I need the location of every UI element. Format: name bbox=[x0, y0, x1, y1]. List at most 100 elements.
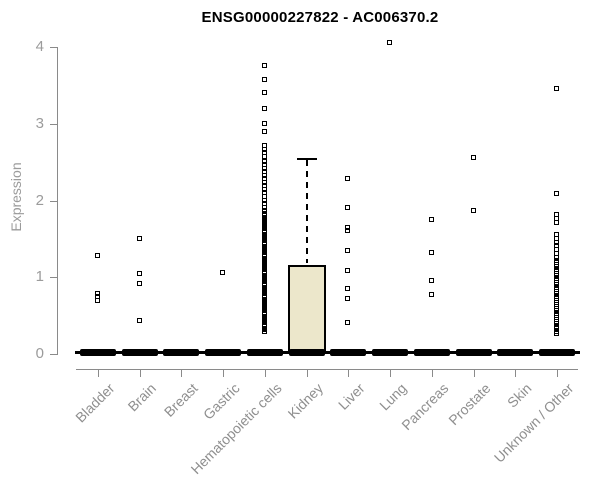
data-point bbox=[262, 198, 267, 203]
data-point bbox=[95, 291, 100, 296]
data-point bbox=[262, 173, 267, 178]
data-point bbox=[554, 264, 559, 269]
data-point bbox=[262, 77, 267, 82]
data-point bbox=[137, 236, 142, 241]
data-point bbox=[387, 40, 392, 45]
data-point bbox=[137, 271, 142, 276]
data-point bbox=[262, 129, 267, 134]
data-point bbox=[429, 292, 434, 297]
x-tick bbox=[265, 369, 266, 377]
zero-bar bbox=[117, 349, 163, 356]
zero-bar bbox=[367, 349, 413, 356]
zero-bar bbox=[75, 349, 121, 356]
data-point bbox=[95, 298, 100, 303]
y-tick-label: 3 bbox=[35, 115, 44, 132]
data-point bbox=[345, 176, 350, 181]
data-point bbox=[262, 159, 267, 164]
x-tick bbox=[390, 369, 391, 377]
data-point bbox=[345, 248, 350, 253]
x-axis-line bbox=[76, 369, 578, 370]
y-tick-label: 2 bbox=[35, 192, 44, 209]
zero-bar bbox=[284, 349, 330, 356]
data-point bbox=[471, 155, 476, 160]
y-tick-label: 4 bbox=[35, 38, 44, 55]
x-tick-label-brain: Brain bbox=[124, 380, 160, 415]
x-tick bbox=[474, 369, 475, 377]
data-point bbox=[554, 86, 559, 91]
data-point bbox=[345, 286, 350, 291]
zero-bar bbox=[242, 349, 288, 356]
x-tick bbox=[348, 369, 349, 377]
x-tick bbox=[515, 369, 516, 377]
data-point bbox=[345, 228, 350, 233]
chart-title: ENSG00000227822 - AC006370.2 bbox=[201, 9, 439, 26]
zero-bar bbox=[158, 349, 204, 356]
x-tick-label-lung: Lung bbox=[375, 380, 410, 414]
whisker bbox=[306, 160, 308, 263]
x-tick-label-kidney: Kidney bbox=[284, 380, 327, 422]
y-tick bbox=[50, 277, 57, 278]
zero-bar bbox=[325, 349, 371, 356]
data-point bbox=[345, 268, 350, 273]
zero-bar bbox=[534, 349, 580, 356]
data-point bbox=[262, 147, 267, 152]
data-point bbox=[345, 205, 350, 210]
data-point bbox=[262, 187, 267, 192]
x-tick bbox=[98, 369, 99, 377]
x-tick-label-prostate: Prostate bbox=[445, 380, 494, 429]
data-point bbox=[429, 250, 434, 255]
data-point bbox=[95, 253, 100, 258]
data-point bbox=[262, 329, 267, 334]
y-tick bbox=[50, 201, 57, 202]
x-tick bbox=[140, 369, 141, 377]
data-point bbox=[345, 320, 350, 325]
data-point bbox=[554, 273, 559, 278]
data-point bbox=[220, 270, 225, 275]
y-tick-label: 0 bbox=[35, 345, 44, 362]
whisker-cap bbox=[297, 158, 317, 160]
data-point bbox=[471, 208, 476, 213]
x-tick-label-unknown-other: Unknown / Other bbox=[490, 380, 577, 466]
data-point bbox=[262, 166, 267, 171]
x-tick-label-breast: Breast bbox=[160, 380, 201, 420]
data-point bbox=[554, 282, 559, 287]
data-point bbox=[554, 255, 559, 260]
data-point bbox=[262, 121, 267, 126]
x-tick bbox=[432, 369, 433, 377]
data-point bbox=[554, 220, 559, 225]
data-point bbox=[262, 180, 267, 185]
x-tick bbox=[223, 369, 224, 377]
x-tick bbox=[557, 369, 558, 377]
data-point bbox=[554, 240, 559, 245]
data-point bbox=[554, 326, 559, 331]
data-point bbox=[137, 318, 142, 323]
zero-bar bbox=[492, 349, 538, 356]
data-point bbox=[262, 63, 267, 68]
data-point bbox=[262, 154, 267, 159]
x-tick-label-liver: Liver bbox=[334, 380, 368, 413]
data-point bbox=[429, 278, 434, 283]
data-point bbox=[554, 331, 559, 336]
y-tick-label: 1 bbox=[35, 268, 44, 285]
data-point bbox=[554, 291, 559, 296]
x-tick-label-bladder: Bladder bbox=[71, 380, 118, 426]
zero-bar bbox=[200, 349, 246, 356]
zero-bar bbox=[451, 349, 497, 356]
y-tick bbox=[50, 47, 57, 48]
data-point bbox=[137, 281, 142, 286]
y-tick bbox=[50, 354, 57, 355]
x-tick bbox=[181, 369, 182, 377]
data-point bbox=[554, 191, 559, 196]
box bbox=[288, 265, 326, 353]
x-tick bbox=[307, 369, 308, 377]
data-point bbox=[262, 106, 267, 111]
data-point bbox=[429, 217, 434, 222]
y-axis-line bbox=[57, 47, 58, 355]
x-tick-label-skin: Skin bbox=[503, 380, 535, 411]
data-point bbox=[345, 225, 350, 230]
y-tick bbox=[50, 124, 57, 125]
data-point bbox=[554, 308, 559, 313]
data-point bbox=[262, 90, 267, 95]
data-point bbox=[345, 296, 350, 301]
data-point bbox=[554, 321, 559, 326]
